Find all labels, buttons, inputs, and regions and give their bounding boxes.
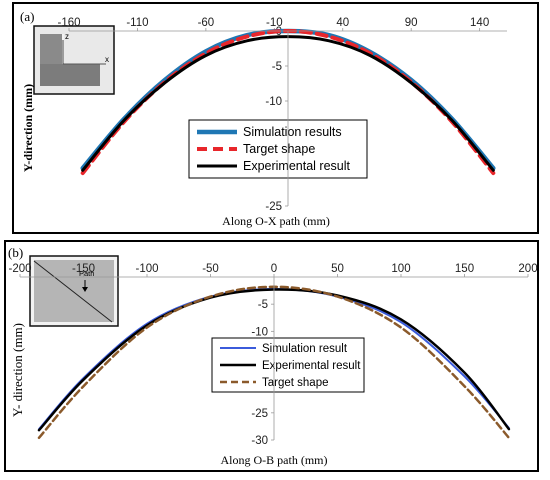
x-axis-title-a: Along O-X path (mm) (222, 214, 330, 228)
x-tick-label: -10 (266, 17, 283, 29)
legend-label: Target shape (262, 377, 329, 389)
legend-label: Experimental result (262, 360, 361, 372)
legend-b: Simulation result Experimental result Targ… (211, 337, 365, 393)
x-tick-label: 90 (405, 17, 418, 29)
x-tick-label: 140 (470, 17, 489, 29)
inset-z-label: z (65, 32, 69, 41)
x-tick-label: -100 (135, 263, 158, 275)
x-tick-label: -160 (57, 17, 80, 29)
panel-a-label: (a) (20, 9, 34, 24)
x-tick-label: -50 (202, 263, 219, 275)
inset-x-label: x (105, 55, 109, 64)
y-tick-label: -30 (251, 435, 268, 447)
panel-b-label: (b) (8, 245, 23, 260)
y-tick-label: -5 (272, 61, 282, 73)
x-tick-label: 50 (331, 263, 344, 275)
x-tick-label: 200 (518, 263, 537, 275)
panel-b-inset-photo: Path (29, 255, 119, 327)
legend-label: Simulation result (262, 343, 348, 355)
x-tick-label: -200 (8, 263, 31, 275)
x-tick-label: -150 (72, 263, 95, 275)
x-tick-label: -60 (198, 17, 215, 29)
panel-a-inset-photo: z x (33, 25, 115, 95)
chart-b-svg: (b) Path -200 -150 -100 -50 0 50 100 150 200 -5 -1… (8, 245, 537, 467)
x-tick-label: 100 (391, 263, 410, 275)
legend-a: Simulation results Target shape Experiment… (188, 119, 368, 179)
y-tick-label: -5 (258, 299, 268, 311)
x-tick-label: 40 (336, 17, 349, 29)
x-axis-title-b: Along O-B path (mm) (221, 453, 328, 467)
legend-label: Target shape (243, 142, 315, 156)
legend-label: Experimental result (243, 159, 351, 173)
y-tick-label: -25 (265, 201, 282, 213)
y-tick-label: -10 (251, 326, 268, 338)
x-tick-label: 150 (455, 263, 474, 275)
y-tick-label: -25 (251, 408, 268, 420)
y-axis-title-a: Y-direction (mm) (21, 84, 35, 172)
inset-path-label: Path (79, 269, 94, 278)
x-tick-label: -110 (126, 17, 148, 29)
x-tick-label: 0 (271, 263, 277, 275)
panel-a: (a) z x -160-110-60-1040901400-5-10-15-2… (12, 2, 539, 234)
panel-b: (b) Path -200 -150 -100 -50 0 50 100 150 200 -5 -1… (4, 240, 539, 472)
chart-a-svg: (a) z x -160-110-60-1040901400-5-10-15-2… (20, 9, 507, 228)
y-tick-label: -10 (265, 96, 282, 108)
legend-label: Simulation results (243, 125, 342, 139)
y-axis-title-b: Y- direction (mm) (10, 323, 25, 417)
